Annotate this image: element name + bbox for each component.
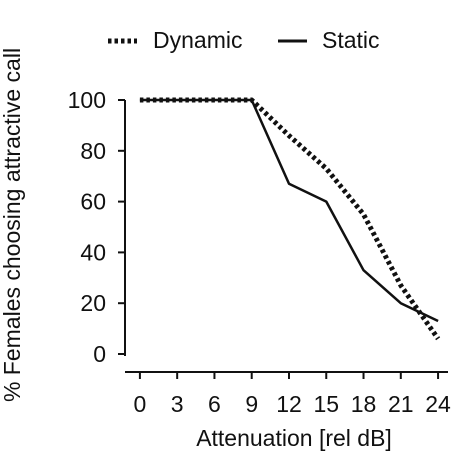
y-tick-label: 40 xyxy=(80,239,106,265)
legend-label-static: Static xyxy=(322,27,380,53)
x-tick-label: 18 xyxy=(351,391,377,417)
legend-label-dynamic: Dynamic xyxy=(153,27,242,53)
series-line-static xyxy=(140,100,438,321)
y-tick-label: 20 xyxy=(80,290,106,316)
x-tick-label: 12 xyxy=(276,391,302,417)
x-tick-label: 15 xyxy=(313,391,339,417)
x-axis-label: Attenuation [rel dB] xyxy=(196,425,392,451)
series-lines xyxy=(140,100,438,339)
y-tick-label: 60 xyxy=(80,189,106,215)
x-tick-label: 0 xyxy=(134,391,147,417)
legend: Dynamic Static xyxy=(108,27,380,53)
y-axis-label: % Females choosing attractive call xyxy=(0,48,25,402)
x-tick-label: 21 xyxy=(388,391,414,417)
x-tick-label: 9 xyxy=(245,391,258,417)
series-line-dynamic xyxy=(140,100,438,339)
y-tick-label: 80 xyxy=(80,138,106,164)
y-tick-label: 0 xyxy=(93,341,106,367)
y-tick-label: 100 xyxy=(68,87,106,113)
x-tick-label: 6 xyxy=(208,391,221,417)
x-tick-label: 3 xyxy=(171,391,184,417)
x-tick-label: 24 xyxy=(425,391,451,417)
